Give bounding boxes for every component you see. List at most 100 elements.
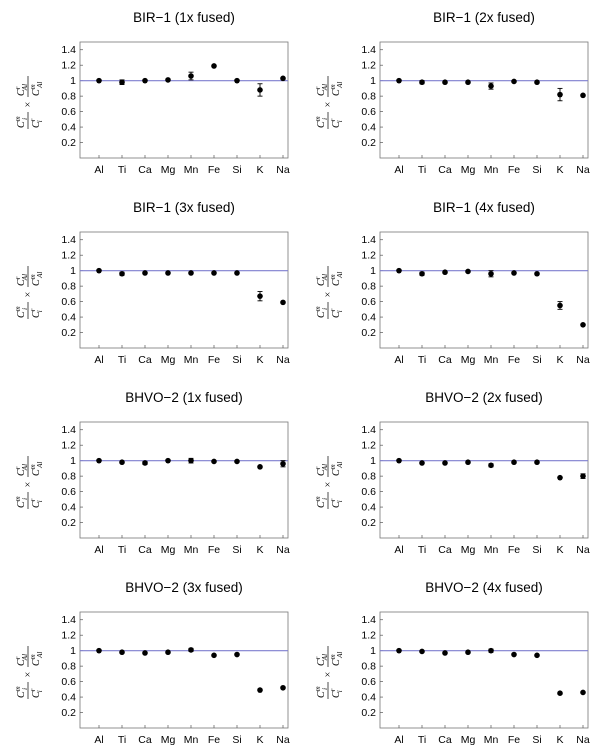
data-point	[165, 457, 171, 464]
y-tick-label: 1.4	[361, 44, 376, 56]
data-point	[165, 270, 171, 276]
y-label-numerator-left: Cmi	[14, 116, 29, 128]
data-point	[142, 460, 148, 466]
data-point	[580, 92, 586, 99]
y-label-numerator-right: CrAl	[314, 464, 329, 476]
y-label-times: ×	[23, 291, 34, 298]
y-tick-label: 0.4	[61, 122, 76, 134]
plot-frame	[79, 421, 289, 539]
x-tick-label: Al	[394, 354, 403, 366]
y-label-numerator-left: Cmi	[314, 686, 329, 698]
x-tick-label: K	[556, 544, 563, 556]
y-label-denominator-left: Cri	[329, 308, 344, 318]
x-tick-label: Ti	[418, 164, 426, 176]
plot-frame	[79, 231, 289, 349]
data-point	[488, 647, 494, 654]
data-point	[442, 269, 448, 276]
y-tick-label: 0.6	[61, 676, 76, 688]
panel-1: BIR−1 (1x fused) 0.2 0.4 0.6 0.8 1 1.2 1.4 Al Ti C…	[14, 10, 290, 176]
x-tick-label: Ca	[138, 734, 152, 746]
y-tick-label: 1	[370, 645, 376, 657]
y-tick-label: 1.2	[61, 630, 76, 642]
y-tick-label: 1	[70, 455, 76, 467]
panel-title: BIR−1 (1x fused)	[133, 10, 235, 25]
panel-title: BIR−1 (2x fused)	[433, 10, 535, 25]
y-tick-label: 0.8	[61, 661, 76, 673]
data-point	[234, 77, 240, 84]
panel-7: BHVO−2 (3x fused) 0.2 0.4 0.6 0.8 1 1.2 1.4 Al Ti…	[14, 580, 290, 746]
y-tick-label: 1.4	[61, 614, 76, 626]
data-point	[211, 63, 217, 69]
data-point	[165, 77, 171, 83]
x-tick-label: Fe	[208, 164, 220, 176]
y-tick-label: 0.8	[61, 471, 76, 483]
y-label-numerator-right: CrAl	[14, 464, 29, 476]
data-point	[465, 79, 471, 86]
x-tick-label: Na	[276, 734, 290, 746]
y-tick-label: 0.8	[61, 281, 76, 293]
data-point	[96, 457, 102, 464]
y-tick-label: 1.2	[361, 630, 376, 642]
data-point	[188, 270, 194, 276]
y-tick-label: 0.6	[61, 106, 76, 118]
data-point	[257, 87, 263, 93]
y-label-numerator-left: Cmi	[314, 306, 329, 318]
y-tick-label: 0.6	[361, 296, 376, 308]
y-tick-label: 0.8	[61, 91, 76, 103]
panel-title: BHVO−2 (4x fused)	[425, 580, 542, 595]
x-tick-label: Fe	[508, 544, 520, 556]
panel-3: BIR−1 (3x fused) 0.2 0.4 0.6 0.8 1 1.2 1.4 Al Ti C…	[14, 200, 290, 366]
data-point	[557, 91, 563, 98]
data-point	[557, 690, 563, 696]
y-label-numerator-left: Cmi	[14, 686, 29, 698]
data-point	[534, 79, 540, 86]
y-tick-label: 0.8	[361, 281, 376, 293]
y-label-denominator-right: CmAl	[329, 462, 344, 476]
y-tick-label: 1.2	[361, 440, 376, 452]
data-point	[557, 474, 563, 481]
x-tick-label: Al	[94, 734, 103, 746]
data-point	[534, 459, 540, 466]
y-label-numerator-right: CrAl	[314, 274, 329, 286]
y-tick-label: 0.4	[361, 692, 376, 704]
x-tick-label: Mg	[161, 354, 176, 366]
plot-frame	[379, 231, 589, 349]
y-label-denominator-left: Cri	[29, 688, 44, 698]
y-label-numerator-right: CrAl	[314, 84, 329, 96]
x-tick-label: Al	[394, 164, 403, 176]
data-point	[211, 652, 217, 659]
x-tick-label: Al	[94, 544, 103, 556]
y-tick-label: 1.2	[61, 60, 76, 72]
y-tick-label: 0.6	[61, 296, 76, 308]
y-tick-label: 1.2	[361, 60, 376, 72]
data-point	[234, 651, 240, 658]
y-label-times: ×	[323, 671, 334, 678]
data-point	[442, 460, 448, 466]
y-tick-label: 1	[70, 645, 76, 657]
y-label-denominator-left: Cri	[329, 498, 344, 508]
y-label-numerator-right: CrAl	[14, 84, 29, 96]
x-tick-label: K	[556, 164, 563, 176]
x-tick-label: Fe	[208, 354, 220, 366]
y-tick-label: 1	[70, 75, 76, 87]
x-tick-label: Al	[394, 544, 403, 556]
panel-title: BIR−1 (4x fused)	[433, 200, 535, 215]
y-tick-label: 0.8	[361, 661, 376, 673]
y-tick-label: 0.6	[361, 106, 376, 118]
data-point	[419, 460, 425, 466]
x-tick-label: Si	[232, 354, 241, 366]
y-tick-label: 0.2	[361, 327, 376, 339]
y-label-denominator-left: Cri	[329, 688, 344, 698]
data-point	[419, 648, 425, 655]
y-label-denominator-right: CmAl	[29, 82, 44, 96]
y-tick-label: 0.2	[361, 707, 376, 719]
panel-6: BHVO−2 (2x fused) 0.2 0.4 0.6 0.8 1 1.2 1.4 Al Ti…	[314, 390, 590, 556]
y-label-times: ×	[323, 291, 334, 298]
x-tick-label: Fe	[508, 354, 520, 366]
x-tick-label: Ca	[438, 354, 452, 366]
data-point	[165, 649, 171, 656]
x-tick-label: K	[256, 164, 263, 176]
y-tick-label: 1.4	[361, 234, 376, 246]
